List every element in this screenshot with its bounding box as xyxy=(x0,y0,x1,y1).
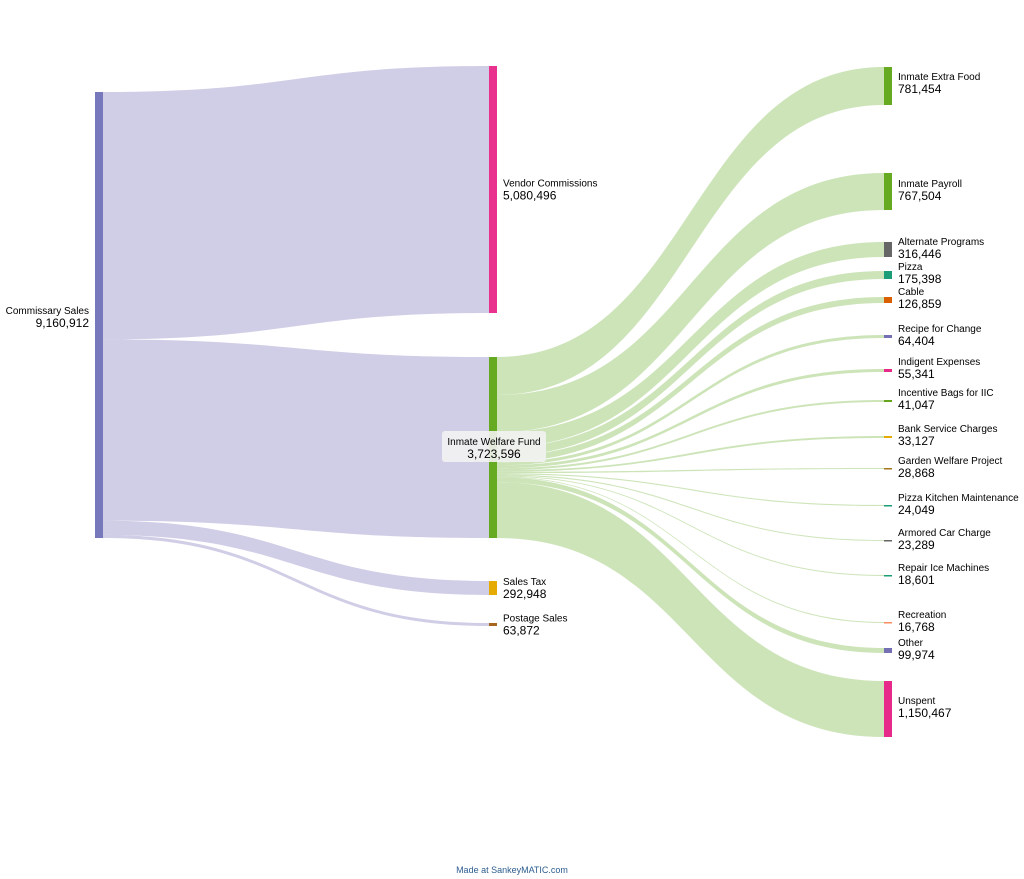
node-garden-welfare-project[interactable] xyxy=(884,468,892,470)
flow-welfare-to-recreation[interactable] xyxy=(497,476,884,623)
flow-welfare-to-extrafood[interactable] xyxy=(497,67,884,395)
node-cable[interactable] xyxy=(884,297,892,303)
label-unspent-value: 1,150,467 xyxy=(898,706,952,720)
node-indigent-expenses[interactable] xyxy=(884,369,892,372)
label-recreation-name: Recreation xyxy=(898,610,946,621)
label-inmate-extra-food-name: Inmate Extra Food xyxy=(898,72,980,83)
flow-welfare-to-payroll[interactable] xyxy=(497,173,884,433)
sankey-flows xyxy=(103,66,884,737)
label-pizza-kitchen-maintenance-value: 24,049 xyxy=(898,503,935,517)
label-other-value: 99,974 xyxy=(898,648,935,662)
label-repair-ice-machines-value: 18,601 xyxy=(898,573,935,587)
label-garden-welfare-project-value: 28,868 xyxy=(898,466,935,480)
label-inmate-welfare-fund-value: 3,723,596 xyxy=(467,447,521,461)
label-sales-tax-name: Sales Tax xyxy=(503,577,546,588)
flow-commissary-to-postage[interactable] xyxy=(103,534,489,626)
label-armored-car-charge-value: 23,289 xyxy=(898,538,935,552)
label-inmate-payroll-value: 767,504 xyxy=(898,189,942,203)
node-vendor-commissions[interactable] xyxy=(489,66,497,313)
flow-welfare-to-icemachines[interactable] xyxy=(497,475,884,576)
flow-welfare-to-unspent[interactable] xyxy=(497,482,884,737)
label-cable-value: 126,859 xyxy=(898,297,942,311)
label-indigent-expenses-name: Indigent Expenses xyxy=(898,357,980,368)
node-unspent[interactable] xyxy=(884,681,892,737)
label-garden-welfare-project-name: Garden Welfare Project xyxy=(898,456,1003,467)
node-commissary-sales[interactable] xyxy=(95,92,103,538)
node-alternate-programs[interactable] xyxy=(884,242,892,257)
node-sales-tax[interactable] xyxy=(489,581,497,595)
flow-welfare-to-bags[interactable] xyxy=(497,400,884,471)
label-cable-name: Cable xyxy=(898,287,925,298)
label-bank-service-charges-name: Bank Service Charges xyxy=(898,424,998,435)
node-pizza[interactable] xyxy=(884,271,892,279)
node-postage-sales[interactable] xyxy=(489,623,497,626)
label-bank-service-charges-value: 33,127 xyxy=(898,434,935,448)
node-inmate-extra-food[interactable] xyxy=(884,67,892,105)
node-armored-car-charge[interactable] xyxy=(884,540,892,542)
label-vendor-commissions-name: Vendor Commissions xyxy=(503,179,597,190)
flow-welfare-to-armored[interactable] xyxy=(497,474,884,541)
label-commissary-sales-value: 9,160,912 xyxy=(36,316,90,330)
label-armored-car-charge-name: Armored Car Charge xyxy=(898,528,991,539)
node-inmate-payroll[interactable] xyxy=(884,173,892,210)
label-recreation-value: 16,768 xyxy=(898,620,935,634)
label-indigent-expenses-value: 55,341 xyxy=(898,367,935,381)
label-alternate-programs-value: 316,446 xyxy=(898,247,942,261)
label-postage-sales-name: Postage Sales xyxy=(503,614,568,625)
label-incentive-bags-for-iic-name: Incentive Bags for IIC xyxy=(898,388,994,399)
flow-welfare-to-pizza[interactable] xyxy=(497,271,884,457)
node-bank-service-charges[interactable] xyxy=(884,436,892,438)
label-pizza-value: 175,398 xyxy=(898,272,942,286)
label-inmate-welfare-fund-name: Inmate Welfare Fund xyxy=(447,437,540,448)
flow-welfare-to-cable[interactable] xyxy=(497,297,884,463)
flow-welfare-to-bank[interactable] xyxy=(497,436,884,472)
node-other[interactable] xyxy=(884,648,892,653)
label-commissary-sales-name: Commissary Sales xyxy=(6,306,89,317)
flow-welfare-to-other[interactable] xyxy=(497,477,884,653)
flow-welfare-to-recipe[interactable] xyxy=(497,335,884,466)
label-postage-sales-value: 63,872 xyxy=(503,624,540,638)
flow-commissary-to-salestax[interactable] xyxy=(103,520,489,595)
node-recipe-for-change[interactable] xyxy=(884,335,892,338)
label-incentive-bags-for-iic-value: 41,047 xyxy=(898,398,935,412)
label-inmate-payroll-name: Inmate Payroll xyxy=(898,179,962,190)
label-recipe-for-change-value: 64,404 xyxy=(898,334,935,348)
flow-commissary-to-welfare[interactable] xyxy=(103,339,489,538)
node-recreation[interactable] xyxy=(884,622,892,624)
label-recipe-for-change-name: Recipe for Change xyxy=(898,324,982,335)
label-repair-ice-machines-name: Repair Ice Machines xyxy=(898,563,989,574)
label-pizza-name: Pizza xyxy=(898,262,923,273)
footer-credit[interactable]: Made at SankeyMATIC.com xyxy=(456,865,568,875)
label-pizza-kitchen-maintenance-name: Pizza Kitchen Maintenance xyxy=(898,493,1019,504)
label-box-inmate-welfare-fund xyxy=(442,431,546,462)
label-alternate-programs-name: Alternate Programs xyxy=(898,237,984,248)
label-vendor-commissions-value: 5,080,496 xyxy=(503,189,557,203)
flow-welfare-to-garden[interactable] xyxy=(497,468,884,474)
label-unspent-name: Unspent xyxy=(898,696,935,707)
label-sales-tax-value: 292,948 xyxy=(503,587,547,601)
node-pizza-kitchen-maintenance[interactable] xyxy=(884,505,892,507)
flow-welfare-to-altprog[interactable] xyxy=(497,242,884,448)
label-inmate-extra-food-value: 781,454 xyxy=(898,82,942,96)
flow-welfare-to-indigent[interactable] xyxy=(497,369,884,469)
label-other-name: Other xyxy=(898,638,924,649)
node-repair-ice-machines[interactable] xyxy=(884,575,892,577)
node-incentive-bags-for-iic[interactable] xyxy=(884,400,892,402)
flow-welfare-to-pizzakitchen[interactable] xyxy=(497,473,884,506)
flow-commissary-to-vendor[interactable] xyxy=(103,66,489,340)
